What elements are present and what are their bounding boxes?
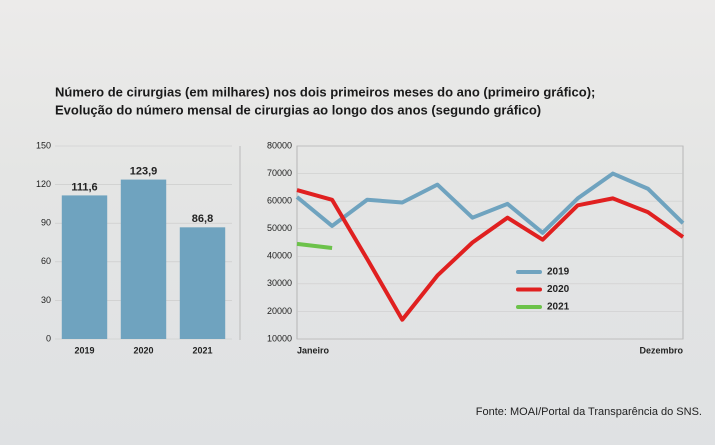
value-label: 123,9	[130, 165, 158, 177]
x-tick-label: Janeiro	[297, 345, 330, 355]
x-tick-label: 2019	[74, 345, 94, 355]
line-series	[296, 188, 685, 322]
y-tick-label: 10000	[267, 333, 292, 343]
bar	[61, 195, 108, 339]
title-line: Evolução do número mensal de cirurgias a…	[55, 102, 541, 117]
y-tick-label: 30	[41, 295, 51, 305]
value-label: 86,8	[192, 213, 213, 225]
y-tick-label: 60	[41, 256, 51, 266]
x-tick-label: 2021	[192, 345, 212, 355]
title-line: Número de cirurgias (em milhares) nos do…	[55, 84, 595, 99]
legend-label: 2020	[547, 284, 570, 295]
y-tick-label: 70000	[267, 168, 292, 178]
x-tick-label: 2020	[133, 345, 153, 355]
y-tick-label: 80000	[267, 140, 292, 150]
y-tick-label: 20000	[267, 306, 292, 316]
y-tick-label: 0	[46, 333, 51, 343]
bar	[179, 227, 226, 339]
y-tick-label: 30000	[267, 278, 292, 288]
source: Fonte: MOAI/Portal da Transparência do S…	[476, 406, 702, 418]
y-tick-label: 90	[41, 218, 51, 228]
value-label: 111,6	[71, 181, 97, 193]
legend-label: 2021	[547, 302, 570, 313]
bar	[120, 179, 167, 339]
x-tick-label: Dezembro	[639, 345, 683, 355]
legend-label: 2019	[547, 267, 570, 278]
y-tick-label: 40000	[267, 251, 292, 261]
y-tick-label: 60000	[267, 196, 292, 206]
y-tick-label: 150	[36, 140, 51, 150]
line-series	[295, 171, 685, 235]
y-tick-label: 50000	[267, 223, 292, 233]
plot-frame	[296, 145, 684, 340]
line-series	[296, 241, 333, 251]
y-tick-label: 120	[36, 179, 51, 189]
